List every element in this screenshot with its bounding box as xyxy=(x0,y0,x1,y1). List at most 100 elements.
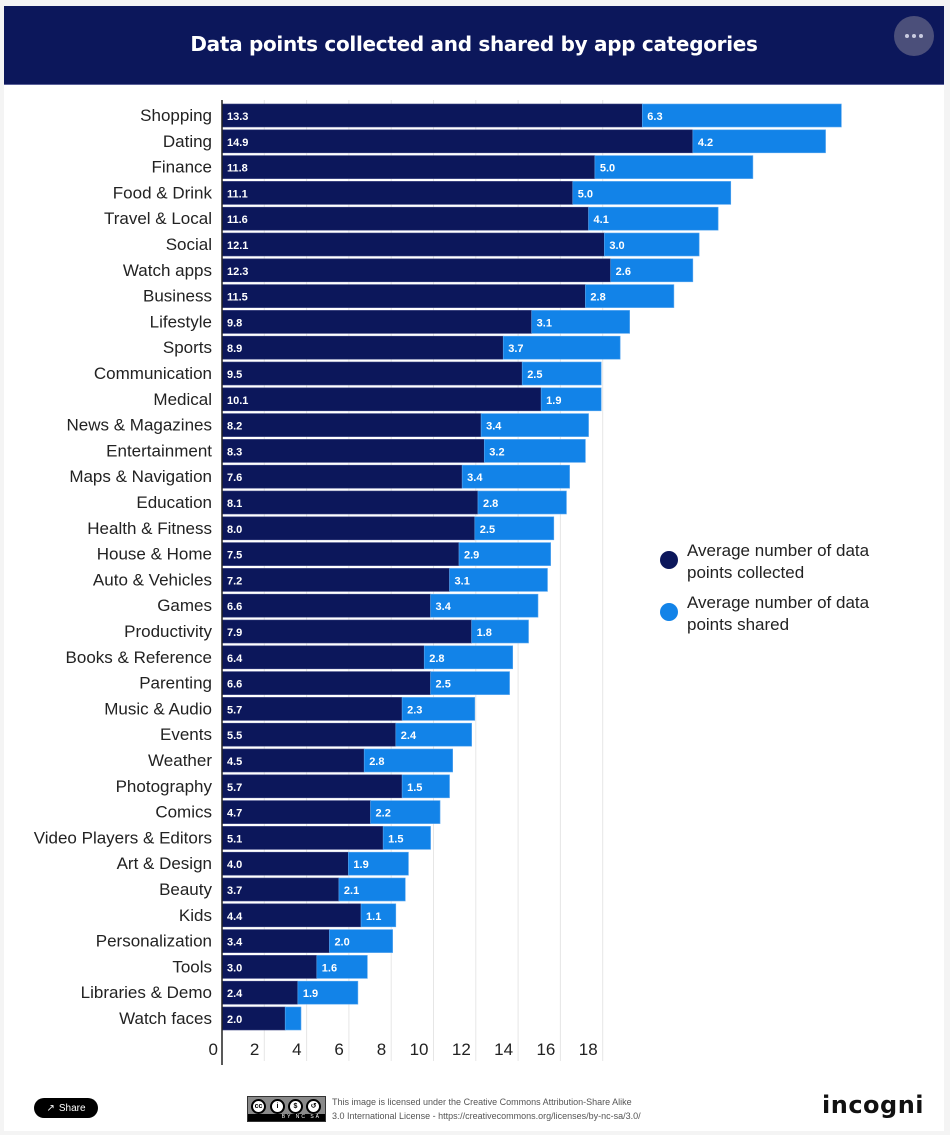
data-label-collected: 8.1 xyxy=(227,498,242,510)
bar-shared[interactable] xyxy=(692,129,826,154)
data-label-collected: 8.0 xyxy=(227,524,242,536)
bar-collected[interactable] xyxy=(221,413,482,437)
bar-collected[interactable] xyxy=(221,593,431,618)
x-tick-label: 16 xyxy=(536,1040,555,1059)
bar-shared[interactable] xyxy=(585,284,675,308)
bar-shared[interactable] xyxy=(382,826,431,850)
bar-collected[interactable] xyxy=(221,800,371,824)
category-label: Dating xyxy=(163,132,212,151)
bar-shared[interactable] xyxy=(370,800,441,824)
bar-shared[interactable] xyxy=(604,232,700,257)
bar-shared[interactable] xyxy=(395,722,472,747)
category-label: Games xyxy=(157,596,212,615)
bar-collected[interactable] xyxy=(221,645,425,670)
data-label-collected: 4.5 xyxy=(227,756,242,768)
bar-collected[interactable] xyxy=(221,568,450,592)
bar-shared[interactable] xyxy=(284,1006,302,1031)
data-label-shared: 2.9 xyxy=(464,550,479,562)
bar-shared[interactable] xyxy=(572,181,732,205)
bar-collected[interactable] xyxy=(221,284,586,308)
bar-collected[interactable] xyxy=(221,439,485,463)
data-label-shared: 6.3 xyxy=(647,111,662,123)
bar-shared[interactable] xyxy=(458,542,551,566)
legend-item-collected[interactable]: Average number of data points collected xyxy=(660,540,910,584)
bar-shared[interactable] xyxy=(401,697,476,721)
category-label: Health & Fitness xyxy=(87,519,212,538)
bar-collected[interactable] xyxy=(221,490,479,515)
bar-collected[interactable] xyxy=(221,903,362,928)
bar-collected[interactable] xyxy=(221,129,694,154)
bar-shared[interactable] xyxy=(329,929,393,953)
bar-collected[interactable] xyxy=(221,335,504,360)
bar-collected[interactable] xyxy=(221,232,605,257)
category-label: Finance xyxy=(152,158,212,177)
bar-collected[interactable] xyxy=(221,619,472,644)
bar-shared[interactable] xyxy=(471,619,529,644)
bar-shared[interactable] xyxy=(316,955,368,979)
data-label-collected: 2.0 xyxy=(227,1014,242,1026)
bar-collected[interactable] xyxy=(221,310,532,334)
bar-shared[interactable] xyxy=(430,593,539,618)
bar-collected[interactable] xyxy=(221,155,596,179)
bar-collected[interactable] xyxy=(221,516,476,541)
data-label-shared: 2.8 xyxy=(429,653,444,665)
data-label-shared: 1.5 xyxy=(388,833,403,845)
category-label: House & Home xyxy=(97,545,212,564)
bar-shared[interactable] xyxy=(531,310,630,334)
data-label-shared: 3.1 xyxy=(455,575,470,587)
bar-shared[interactable] xyxy=(483,439,586,463)
data-label-shared: 5.0 xyxy=(578,188,593,200)
bar-shared[interactable] xyxy=(588,206,719,231)
data-label-shared: 3.4 xyxy=(436,601,452,613)
bar-collected[interactable] xyxy=(221,464,463,489)
creative-commons-badge[interactable]: cc i $ ↺ BY NC SA xyxy=(247,1096,326,1122)
bar-collected[interactable] xyxy=(221,103,643,128)
bar-shared[interactable] xyxy=(430,671,510,695)
data-label-shared: 1.9 xyxy=(303,988,318,1000)
bar-collected[interactable] xyxy=(221,258,611,283)
bar-shared[interactable] xyxy=(348,851,409,876)
category-label: Maps & Navigation xyxy=(69,467,212,486)
bar-collected[interactable] xyxy=(221,542,460,566)
bar-shared[interactable] xyxy=(480,413,589,437)
bar-collected[interactable] xyxy=(221,361,523,386)
bar-shared[interactable] xyxy=(521,361,602,386)
category-label: Tools xyxy=(172,957,212,976)
bar-shared[interactable] xyxy=(360,903,397,928)
category-label: Beauty xyxy=(159,880,212,899)
data-label-shared: 2.3 xyxy=(407,704,422,716)
bar-collected[interactable] xyxy=(221,826,384,850)
bar-shared[interactable] xyxy=(594,155,754,179)
bar-shared[interactable] xyxy=(363,748,453,773)
data-label-collected: 8.9 xyxy=(227,343,242,355)
bar-shared[interactable] xyxy=(401,774,450,799)
bar-shared[interactable] xyxy=(502,335,621,360)
bar-shared[interactable] xyxy=(474,516,555,541)
bar-shared[interactable] xyxy=(449,568,548,592)
bar-shared[interactable] xyxy=(338,877,406,902)
data-label-shared: 3.4 xyxy=(486,421,502,433)
bar-collected[interactable] xyxy=(221,697,403,721)
bar-collected[interactable] xyxy=(221,748,365,773)
bar-collected[interactable] xyxy=(221,671,431,695)
bar-shared[interactable] xyxy=(297,980,359,1005)
more-options-button[interactable] xyxy=(894,16,934,56)
bar-collected[interactable] xyxy=(221,206,589,231)
bar-shared[interactable] xyxy=(477,490,567,515)
category-label: Watch apps xyxy=(123,261,212,280)
legend-item-shared[interactable]: Average number of data points shared xyxy=(660,592,910,636)
bar-shared[interactable] xyxy=(641,103,842,128)
bar-collected[interactable] xyxy=(221,722,397,747)
bar-collected[interactable] xyxy=(221,181,574,205)
category-label: Personalization xyxy=(96,932,212,951)
share-button[interactable]: ↗ Share xyxy=(34,1098,98,1118)
bar-collected[interactable] xyxy=(221,387,542,412)
data-label-collected: 8.2 xyxy=(227,421,242,433)
bar-shared[interactable] xyxy=(610,258,694,283)
bar-shared[interactable] xyxy=(540,387,602,412)
license-line-2[interactable]: 3.0 International License - https://crea… xyxy=(332,1111,641,1121)
bar-shared[interactable] xyxy=(461,464,570,489)
bar-collected[interactable] xyxy=(221,774,403,799)
data-label-shared: 2.1 xyxy=(344,885,359,897)
bar-shared[interactable] xyxy=(423,645,514,670)
